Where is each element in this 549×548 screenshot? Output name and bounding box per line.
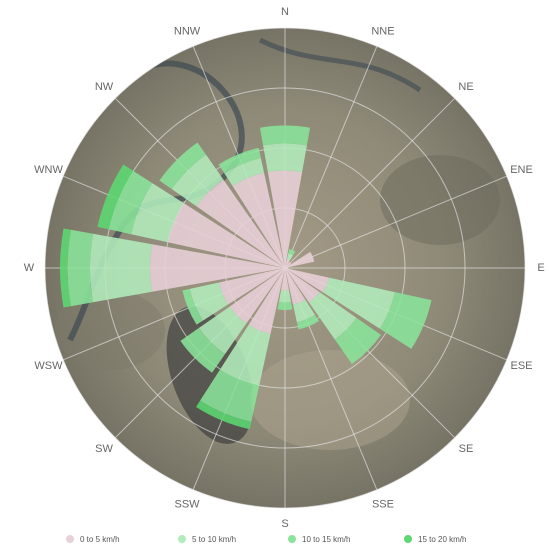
legend-swatch-3 [288,535,296,543]
bar-w-series-3 [67,229,94,307]
bar-n-series-1 [267,170,303,268]
direction-label-w: W [24,262,35,274]
bar-w-series-4 [59,228,71,308]
legend-swatch-1 [66,535,74,543]
legend-swatch-4 [404,535,412,543]
bar-s-series-1 [281,268,289,291]
bar-ese-series-3 [379,292,432,349]
bar-nnw-series-3 [218,147,261,174]
bar-sse-series-1 [285,268,306,305]
bar-ene-series-1 [285,251,315,268]
bar-wnw-series-4 [97,164,134,230]
grid-spoke-nne [284,46,378,269]
bar-nne-series-2 [286,253,294,261]
direction-label-nne: NNE [371,25,394,37]
bar-wnw-series-2 [131,183,184,243]
direction-label-ene: ENE [510,164,533,176]
bar-s-series-3 [277,301,293,310]
direction-label-sw: SW [95,443,113,455]
bar-se-series-1 [285,268,320,303]
terrain-ridge [380,155,500,245]
bar-ssw-series-2 [220,324,271,386]
bar-w-series-1 [150,244,285,292]
bar-se-series-2 [309,292,357,340]
bar-sse-series-2 [293,299,315,323]
bar-n-series-3 [259,125,311,146]
direction-label-e: E [537,262,544,274]
bar-ese-series-2 [322,277,395,329]
direction-label-nnw: NNW [174,25,201,37]
bar-wsw-series-3 [182,288,203,325]
legend-label-3: 10 to 15 km/h [302,535,350,544]
wind-bars [59,125,432,430]
bar-nne-series-3 [288,248,296,256]
bar-sw-series-2 [198,306,247,355]
grid-spoke-ne [284,97,456,269]
direction-label-wsw: WSW [34,360,63,372]
bar-wnw-series-1 [167,203,285,268]
direction-label-ssw: SSW [175,498,201,510]
bar-e-series-1 [285,267,288,269]
bar-nw-series-1 [196,179,285,268]
direction-labels: N NNE NE ENE E ESE SE SSE S SSW SW WSW W WNW NW NNW [24,6,545,530]
bar-wnw-series-3 [109,170,153,235]
bar-ne-series-1 [285,261,292,268]
direction-label-n: N [281,6,289,18]
bar-nne-series-1 [285,259,290,268]
bar-sw-series-1 [229,268,285,324]
direction-label-ese: ESE [511,360,533,372]
terrain-plain [250,350,410,450]
bar-sw-series-3 [180,328,225,373]
bar-w-series-2 [89,233,153,303]
legend-label-2: 5 to 10 km/h [192,535,236,544]
bar-s-series-2 [278,290,292,303]
terrain-stream [258,37,422,93]
grid-spoke-ene [284,175,507,269]
bar-ssw-series-3 [200,369,260,422]
bar-wsw-series-2 [189,282,229,321]
bar-nnw-series-2 [224,158,265,186]
bar-nnw-series-1 [232,172,285,268]
bar-ssw-series-1 [248,268,285,334]
bar-ssw-series-4 [196,400,252,430]
direction-label-nw: NW [95,81,114,93]
bar-nw-series-2 [171,154,224,207]
direction-label-wnw: WNW [34,164,63,176]
bar-ese-series-1 [285,268,329,293]
legend-label-1: 0 to 5 km/h [80,535,120,544]
bar-se-series-3 [334,317,381,364]
direction-label-sse: SSE [372,498,394,510]
bar-nw-series-3 [159,142,207,190]
direction-label-ne: NE [458,81,473,93]
legend-swatch-2 [178,535,186,543]
bar-n-series-2 [263,143,307,173]
legend-label-4: 15 to 20 km/h [418,535,466,544]
bar-wsw-series-1 [219,268,285,305]
legend: 0 to 5 km/h 5 to 10 km/h 10 to 15 km/h 15 t… [66,535,466,544]
direction-label-s: S [281,518,288,530]
bar-sse-series-3 [296,314,319,330]
direction-label-se: SE [459,443,474,455]
